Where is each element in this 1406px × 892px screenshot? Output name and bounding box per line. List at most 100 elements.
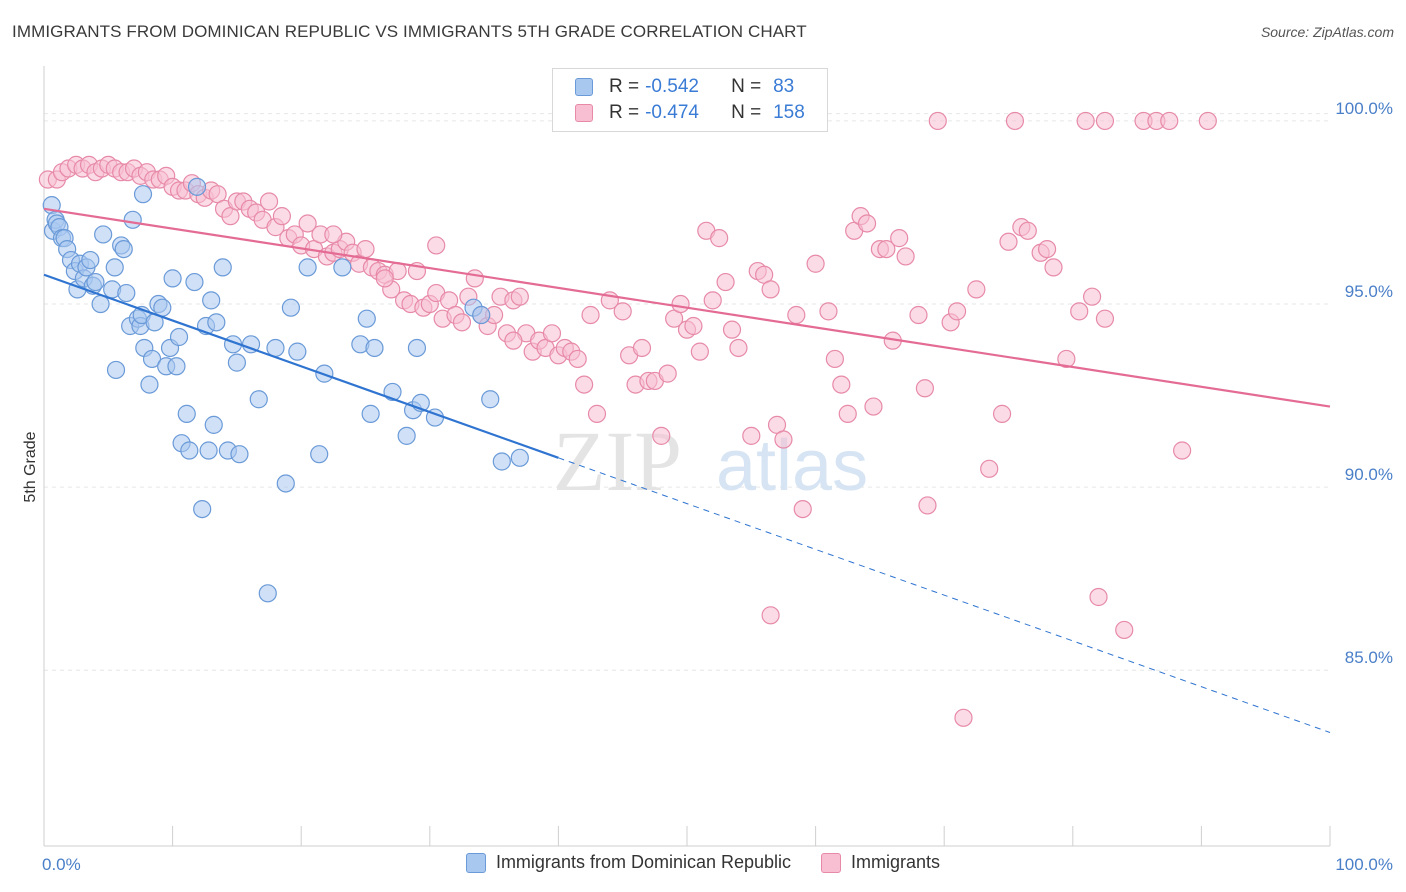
immigrants-point bbox=[915, 379, 935, 398]
axis-layer: 85.0% 90.0% 95.0% 100.0% 0.0% 100.0% bbox=[42, 66, 1393, 874]
dominican-point bbox=[492, 452, 511, 471]
series-legend-item-dominican[interactable]: Immigrants from Dominican Republic bbox=[465, 852, 791, 873]
immigrants-point bbox=[581, 305, 600, 325]
immigrants-point bbox=[980, 459, 999, 478]
immigrants-point bbox=[896, 247, 915, 266]
trend-lines bbox=[43, 207, 1331, 733]
series-label-immigrants: Immigrants bbox=[851, 852, 941, 872]
immigrants-point bbox=[1057, 349, 1076, 369]
immigrants-point bbox=[587, 404, 607, 423]
immigrants-point bbox=[568, 349, 587, 369]
immigrants-point bbox=[832, 375, 851, 394]
y-tick-label: 95.0% bbox=[1345, 282, 1393, 301]
legend-row-dominican: R = -0.542 N = 83 bbox=[575, 75, 794, 99]
dominican-point bbox=[199, 441, 218, 460]
legend-n-value-immigrants: 158 bbox=[773, 102, 805, 123]
immigrants-point bbox=[1173, 441, 1192, 460]
immigrants-point bbox=[1082, 287, 1102, 306]
dominican-point bbox=[207, 313, 226, 332]
dominican-point bbox=[114, 239, 133, 259]
dominican-point bbox=[169, 327, 189, 347]
immigrants-trend-line bbox=[43, 207, 1331, 408]
series-swatch-immigrants bbox=[821, 852, 842, 873]
immigrants-point bbox=[298, 214, 317, 233]
dominican-points bbox=[42, 177, 529, 603]
immigrants-point bbox=[465, 269, 484, 288]
immigrants-point bbox=[877, 239, 896, 259]
dominican-point bbox=[117, 283, 136, 303]
immigrants-point bbox=[928, 111, 947, 131]
immigrants-point bbox=[703, 291, 722, 310]
immigrants-point bbox=[356, 239, 375, 259]
correlation-legend: R = -0.542 N = 83 R = -0.474 N = 158 bbox=[552, 68, 828, 132]
zipatlas-watermark: ZIP atlas bbox=[553, 413, 868, 509]
dominican-point bbox=[81, 250, 100, 270]
dominican-point bbox=[185, 272, 204, 292]
immigrants-point bbox=[1076, 111, 1095, 131]
dominican-point bbox=[361, 404, 380, 423]
immigrants-point bbox=[272, 207, 292, 226]
dominican-point bbox=[407, 338, 427, 358]
immigrants-point bbox=[510, 287, 529, 306]
immigrants-point bbox=[967, 280, 986, 299]
immigrants-point bbox=[259, 192, 279, 211]
immigrants-point bbox=[710, 229, 729, 248]
immigrants-point bbox=[947, 302, 967, 321]
immigrants-point bbox=[954, 708, 973, 727]
dominican-point bbox=[288, 342, 307, 361]
y-axis-title: 5th Grade bbox=[22, 431, 39, 502]
dominican-point bbox=[310, 445, 329, 464]
immigrants-point bbox=[774, 430, 793, 449]
series-legend-item-immigrants[interactable]: Immigrants bbox=[821, 852, 940, 873]
dominican-point bbox=[140, 375, 159, 394]
immigrants-point bbox=[1005, 111, 1025, 131]
dominican-point bbox=[397, 426, 416, 445]
immigrants-point bbox=[1198, 111, 1217, 131]
dominican-point bbox=[249, 390, 268, 409]
immigrants-point bbox=[1037, 239, 1057, 259]
immigrants-point bbox=[761, 606, 780, 625]
chart-title: IMMIGRANTS FROM DOMINICAN REPUBLIC VS IM… bbox=[12, 22, 807, 41]
y-tick-label: 85.0% bbox=[1345, 648, 1393, 667]
dominican-trend-line bbox=[43, 273, 559, 459]
source-label: Source: ZipAtlas.com bbox=[1260, 24, 1394, 40]
immigrants-point bbox=[1089, 587, 1108, 607]
immigrants-point bbox=[722, 320, 742, 339]
dominican-point bbox=[123, 210, 142, 229]
legend-r-value-immigrants: -0.474 bbox=[645, 102, 699, 123]
legend-n-value-dominican: 83 bbox=[773, 76, 795, 97]
dominican-point bbox=[227, 353, 246, 372]
series-legend: Immigrants from Dominican Republic Immig… bbox=[0, 852, 1406, 873]
legend-n-label: N = bbox=[731, 76, 762, 97]
immigrants-point bbox=[857, 214, 877, 233]
dominican-point bbox=[177, 404, 196, 423]
dominican-point bbox=[180, 441, 199, 460]
dominican-point bbox=[481, 390, 500, 409]
dominican-point bbox=[187, 177, 207, 196]
immigrants-point bbox=[1095, 309, 1115, 328]
y-tick-label: 100.0% bbox=[1335, 99, 1393, 118]
legend-row-immigrants: R = -0.474 N = 158 bbox=[575, 101, 805, 125]
immigrants-point bbox=[504, 331, 523, 350]
dominican-point bbox=[105, 258, 124, 277]
immigrants-point bbox=[761, 280, 780, 299]
dominican-point bbox=[204, 415, 223, 434]
dominican-point bbox=[258, 584, 277, 603]
immigrants-point bbox=[427, 236, 446, 255]
legend-r-label: R = bbox=[609, 102, 640, 123]
dominican-point bbox=[276, 474, 295, 493]
immigrants-point bbox=[671, 294, 690, 314]
series-swatch-dominican bbox=[465, 852, 486, 873]
legend-r-value-dominican: -0.542 bbox=[645, 76, 699, 97]
dominican-point bbox=[357, 309, 376, 328]
immigrants-point bbox=[999, 232, 1018, 251]
dominican-point bbox=[365, 338, 384, 358]
x-tick-label: 100.0% bbox=[1335, 855, 1393, 874]
dominican-point bbox=[86, 272, 105, 292]
legend-n-label: N = bbox=[731, 102, 762, 123]
immigrants-point bbox=[864, 397, 883, 416]
immigrants-point bbox=[324, 225, 343, 244]
immigrants-point bbox=[825, 349, 844, 369]
immigrants-point bbox=[716, 272, 735, 292]
